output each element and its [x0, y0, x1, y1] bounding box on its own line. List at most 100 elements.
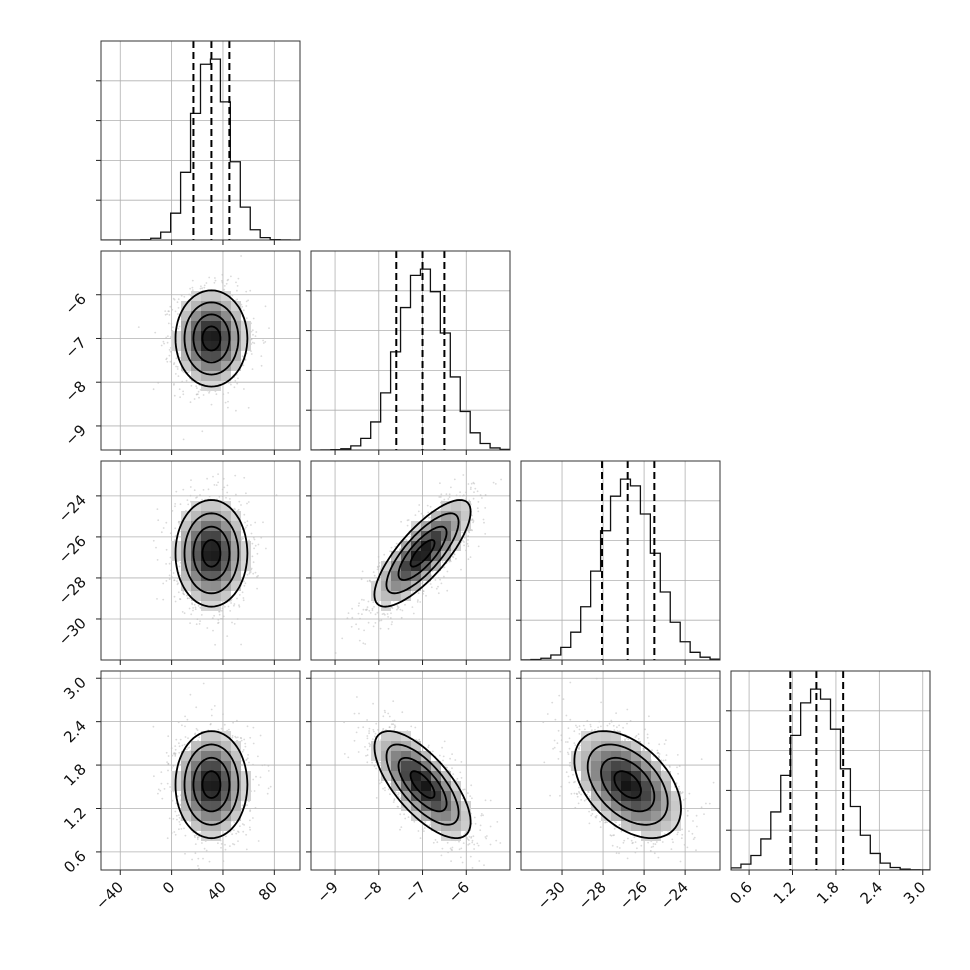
scatter-point: [166, 313, 169, 315]
scatter-point: [381, 613, 384, 615]
scatter-point: [168, 349, 171, 351]
scatter-point: [182, 593, 185, 595]
scatter-point: [244, 528, 246, 530]
density-cell: [211, 331, 221, 341]
y-tick-label: −24: [55, 491, 90, 526]
density-cell: [201, 341, 211, 351]
scatter-point: [466, 542, 469, 545]
scatter-point: [207, 488, 210, 491]
density-cell: [211, 571, 221, 581]
scatter-point: [189, 401, 192, 404]
scatter-point: [174, 503, 177, 505]
scatter-point: [237, 508, 240, 511]
scatter-point: [234, 299, 237, 302]
scatter-point: [448, 560, 451, 563]
contour-level-2: [192, 525, 231, 581]
density-cell: [221, 351, 231, 361]
scatter-point: [398, 549, 401, 552]
scatter-point: [208, 276, 211, 279]
scatter-point: [190, 479, 192, 481]
scatter-point: [471, 519, 474, 521]
scatter-point: [179, 521, 181, 523]
scatter-point: [174, 527, 177, 530]
scatter-point: [468, 499, 471, 502]
scatter-point: [429, 583, 432, 585]
scatter-point: [389, 550, 391, 553]
scatter-point: [195, 497, 197, 499]
scatter-point: [251, 368, 254, 370]
scatter-point: [440, 582, 443, 585]
scatter-point: [156, 598, 158, 600]
scatter-point: [233, 604, 235, 607]
scatter-point: [220, 280, 223, 282]
scatter-point: [422, 515, 425, 517]
scatter-point: [219, 617, 222, 620]
scatter-point: [379, 627, 382, 630]
scatter-point: [371, 609, 374, 612]
scatter-point: [479, 494, 482, 496]
scatter-point: [186, 594, 188, 597]
scatter-point: [351, 607, 353, 610]
scatter-point: [214, 643, 217, 646]
scatter-point: [247, 299, 250, 302]
scatter-point: [256, 587, 258, 590]
scatter-point: [224, 401, 227, 404]
density-cell: [181, 581, 191, 591]
scatter-point: [425, 594, 427, 597]
scatter-point: [236, 382, 239, 385]
scatter-point: [185, 379, 188, 382]
scatter-point: [182, 390, 185, 393]
scatter-point: [445, 493, 448, 495]
scatter-point: [411, 606, 414, 608]
scatter-point: [169, 532, 172, 535]
scatter-point: [375, 576, 378, 579]
scatter-point: [221, 488, 224, 491]
scatter-point: [163, 342, 166, 345]
scatter-point: [223, 288, 226, 291]
density-cell: [211, 501, 221, 511]
density-cell: [241, 551, 251, 561]
scatter-point: [217, 473, 220, 475]
scatter-point: [165, 580, 168, 582]
scatter-point: [230, 602, 233, 604]
hist-panel-0: [96, 40, 301, 245]
scatter-point: [215, 393, 218, 396]
contour-level-4: [174, 289, 249, 388]
scatter-point: [251, 542, 254, 545]
scatter-point: [346, 617, 349, 619]
scatter-point: [238, 605, 241, 608]
scatter-point: [427, 516, 430, 519]
scatter-point: [248, 572, 251, 575]
scatter-point: [241, 591, 244, 594]
scatter-point: [234, 379, 237, 382]
histogram-step: [311, 268, 510, 450]
density-cell: [181, 531, 191, 541]
y-tick-label: −6: [61, 290, 89, 318]
scatter-point: [242, 309, 245, 312]
scatter-point: [427, 511, 430, 514]
scatter-point: [176, 583, 179, 586]
scatter-point: [175, 365, 178, 368]
scatter-point: [414, 514, 417, 516]
scatter-point: [391, 621, 393, 623]
scatter-point: [165, 548, 168, 551]
scatter-point: [176, 366, 179, 368]
scatter-point: [234, 474, 237, 477]
scatter-point: [461, 531, 463, 534]
scatter-point: [243, 584, 246, 587]
scatter-point: [390, 546, 393, 549]
scatter-point: [481, 497, 483, 499]
scatter-point: [430, 586, 433, 589]
scatter-point: [213, 614, 216, 617]
scatter-point: [411, 591, 414, 593]
scatter-point: [251, 341, 254, 344]
scatter-point: [191, 279, 194, 282]
scatter-point: [378, 619, 381, 622]
scatter-point: [201, 430, 204, 433]
scatter-point: [400, 520, 402, 523]
scatter-point: [206, 477, 209, 480]
scatter-point: [173, 363, 175, 366]
scatter-point: [162, 527, 165, 529]
scatter-point: [484, 494, 487, 496]
scatter-point: [257, 543, 260, 546]
